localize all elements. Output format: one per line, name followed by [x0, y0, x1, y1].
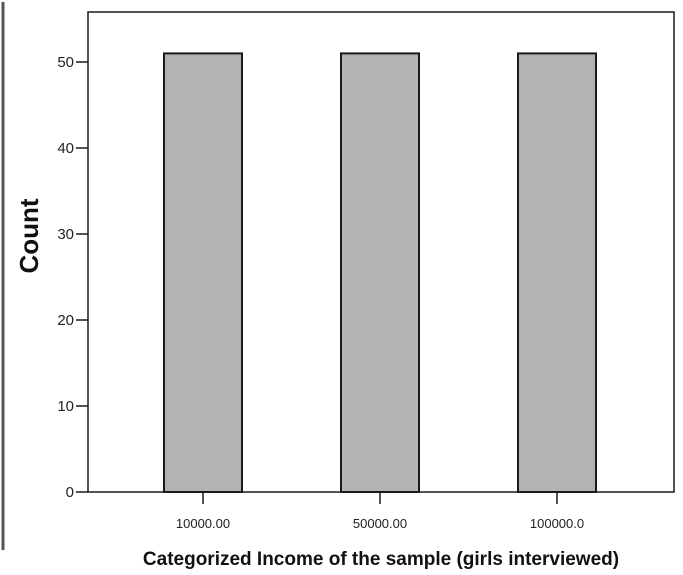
x-axis-title: Categorized Income of the sample (girls …	[143, 549, 619, 570]
x-tick-label-10000.00: 10000.00	[176, 516, 230, 531]
bar-100000.0	[517, 52, 597, 494]
x-axis: 10000.00 50000.00 100000.0	[176, 492, 584, 531]
bars-group	[163, 52, 597, 494]
x-tick-label-50000.00: 50000.00	[353, 516, 407, 531]
bar-50000.00	[340, 52, 420, 494]
y-axis: 0 10 20 30 40 50	[57, 54, 88, 501]
y-tick-label-0: 0	[66, 484, 74, 501]
y-tick-label-30: 30	[57, 226, 74, 243]
y-tick-label-20: 20	[57, 312, 74, 329]
bar-10000.00	[163, 52, 243, 494]
y-tick-label-40: 40	[57, 140, 74, 157]
x-tick-label-100000.0: 100000.0	[530, 516, 584, 531]
y-tick-label-10: 10	[57, 398, 74, 415]
y-axis-title: Count	[14, 198, 44, 273]
y-tick-label-50: 50	[57, 54, 74, 71]
